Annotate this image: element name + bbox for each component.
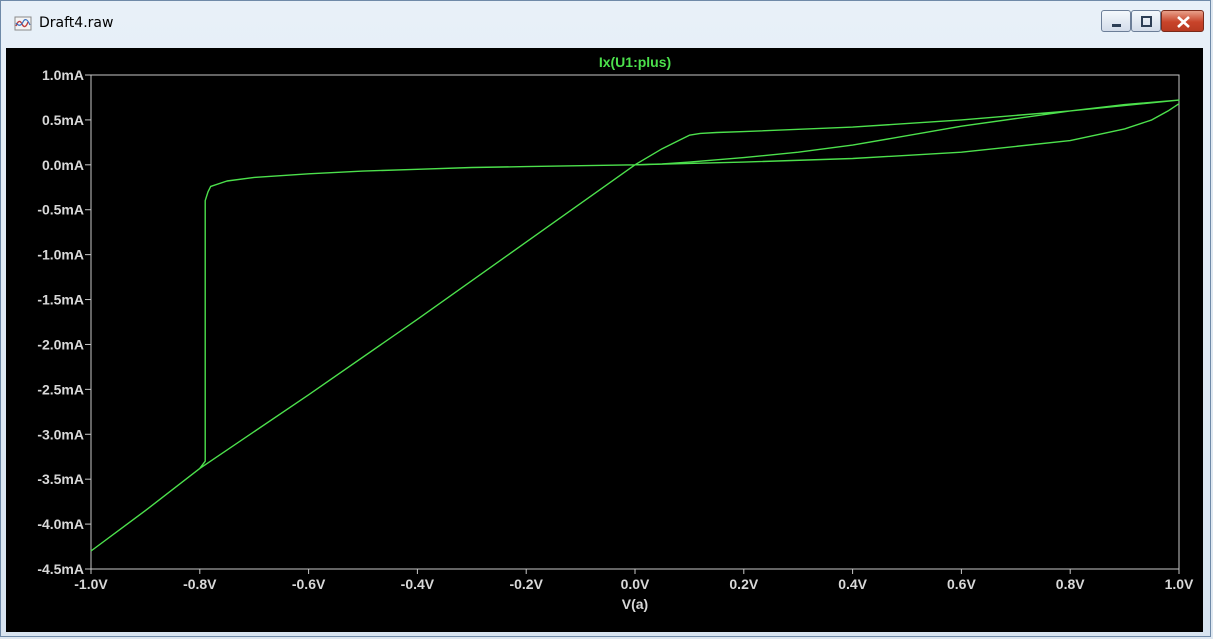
close-button[interactable] (1161, 10, 1204, 32)
plot-area[interactable]: 1.0mA 0.5mA 0.0mA -0.5mA -1.0mA -1.5mA -2.0mA -… (6, 48, 1203, 632)
waveform-app-icon (14, 16, 32, 31)
x-tick-label: -0.2V (509, 576, 543, 592)
x-tick-label: -0.4V (401, 576, 435, 592)
x-tick-label: 0.6V (947, 576, 976, 592)
x-tick-label: 0.4V (838, 576, 867, 592)
x-tick-label: -1.0V (74, 576, 108, 592)
trace-line-1 (634, 103, 1180, 166)
chart[interactable]: 1.0mA 0.5mA 0.0mA -0.5mA -1.0mA -1.5mA -2.0mA -… (6, 48, 1203, 632)
x-tick-label: 0.8V (1056, 576, 1085, 592)
maximize-icon (1141, 16, 1152, 27)
title-bar[interactable]: Draft4.raw (1, 1, 1210, 41)
x-tick-label: -0.8V (183, 576, 217, 592)
y-tick-label: -4.5mA (37, 561, 84, 577)
x-tick-label: -0.6V (292, 576, 326, 592)
y-tick-label: -1.0mA (37, 247, 84, 263)
trace-line-0 (90, 99, 1180, 552)
y-tick-label: -4.0mA (37, 516, 84, 532)
y-tick-label: -3.5mA (37, 471, 84, 487)
y-tick-label: -1.5mA (37, 292, 84, 308)
y-tick-label: 0.0mA (42, 157, 84, 173)
y-tick-label: 0.5mA (42, 112, 84, 128)
x-tick-label: 1.0V (1165, 576, 1194, 592)
y-tick-label: -0.5mA (37, 202, 84, 218)
minimize-button[interactable] (1101, 10, 1131, 32)
window-title: Draft4.raw (39, 15, 114, 31)
trace-label: Ix(U1:plus) (599, 54, 671, 70)
y-tick-label: -3.0mA (37, 426, 84, 442)
x-axis-label: V(a) (622, 596, 648, 612)
y-tick-label: 1.0mA (42, 67, 84, 83)
y-tick-label: -2.5mA (37, 381, 84, 397)
maximize-button[interactable] (1131, 10, 1161, 32)
close-icon (1177, 16, 1190, 28)
minimize-icon (1112, 24, 1121, 27)
plot-frame (90, 74, 1180, 570)
y-tick-label: -2.0mA (37, 336, 84, 352)
x-tick-label: 0.0V (621, 576, 650, 592)
x-tick-label: 0.2V (729, 576, 758, 592)
